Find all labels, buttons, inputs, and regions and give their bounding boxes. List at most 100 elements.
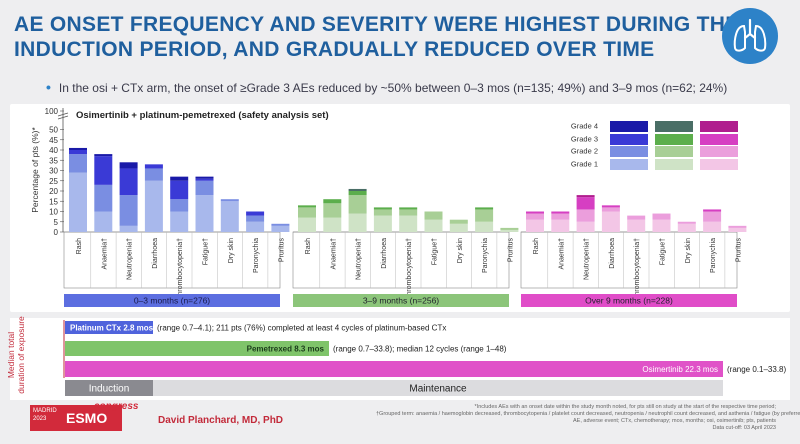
period-label: 3–9 months (n=256) — [363, 296, 439, 306]
category-label: Fatigue† — [432, 238, 439, 265]
bar-segment-grade4 — [348, 188, 367, 191]
bar-segment-grade3 — [601, 205, 620, 208]
category-label: Diarrhoea — [152, 238, 159, 269]
pemetrexed-note: (range 0.7–33.8); median 12 cycles (rang… — [333, 345, 507, 354]
y-tick-label: 0 — [54, 228, 59, 237]
y-tick-label: 100 — [45, 107, 59, 116]
legend-swatch — [655, 146, 693, 157]
esmo-year: 2023 — [33, 416, 47, 422]
bar-segment-grade1 — [119, 225, 138, 232]
bar-segment-grade1 — [449, 223, 468, 232]
osimertinib-note: (range 0.1–33.8) — [727, 365, 786, 374]
category-label: Neutropenia† — [127, 238, 134, 280]
induction-bar — [65, 380, 153, 396]
y-tick-label: 50 — [49, 126, 58, 135]
legend-label: Grade 2 — [571, 147, 598, 156]
bar-segment-grade3 — [373, 207, 392, 210]
bar-segment-grade2 — [526, 213, 544, 220]
bar-segment-grade3 — [551, 211, 570, 214]
category-label: Pruritus — [278, 238, 285, 263]
bar-segment-grade3 — [195, 178, 214, 181]
bar-segment-grade2 — [652, 213, 671, 220]
key-finding: • In the osi + CTx arm, the onset of ≥Gra… — [46, 79, 727, 95]
bar-segment-grade1 — [424, 219, 443, 232]
bullet-icon: • — [46, 79, 51, 95]
bar-segment-grade1 — [348, 213, 367, 232]
y-tick-label: 40 — [49, 146, 58, 155]
bar-segment-grade1 — [475, 221, 494, 232]
legend-label: Grade 4 — [571, 122, 598, 131]
esmo-congress: congress — [94, 401, 139, 412]
period-label-bar — [64, 294, 280, 307]
slide-title: AE ONSET FREQUENCY AND SEVERITY WERE HIG… — [14, 12, 740, 62]
title-line-1: AE ONSET FREQUENCY AND SEVERITY WERE HIG… — [14, 13, 740, 36]
bar-segment-grade1 — [69, 172, 87, 232]
maintenance-label: Maintenance — [409, 384, 467, 395]
bar-segment-grade1 — [677, 223, 696, 232]
esmo-logo-box: MADRID 2023 ESMO — [30, 405, 122, 431]
bar-segment-grade2 — [298, 207, 316, 218]
legend-swatch — [610, 134, 648, 145]
category-label: Dry skin — [685, 238, 692, 263]
bar-segment-grade4 — [94, 154, 113, 157]
period-label-bar — [293, 294, 509, 307]
bar-segment-grade2 — [271, 223, 290, 226]
footnote-4: Data cut-off: 03 April 2023 — [712, 425, 777, 431]
bar-segment-grade3 — [475, 207, 494, 210]
esmo-name: ESMO — [66, 410, 108, 426]
bar-segment-grade2 — [119, 195, 138, 226]
bar-segment-grade2 — [195, 180, 214, 196]
category-label: Diarrhoea — [381, 238, 388, 269]
legend-swatch — [655, 134, 693, 145]
legend-swatch — [700, 121, 738, 132]
bar-segment-grade3 — [170, 180, 189, 200]
legend-label: Grade 3 — [571, 135, 598, 144]
lungs-icon — [722, 8, 778, 64]
bar-segment-grade3 — [298, 205, 316, 208]
bar-segment-grade3 — [69, 150, 87, 155]
category-label: Thrombocytopenia† — [406, 238, 413, 300]
bar-segment-grade1 — [298, 217, 316, 232]
bar-segment-grade1 — [500, 229, 519, 232]
pemetrexed-label: Pemetrexed 8.3 mos — [247, 345, 325, 354]
bar-segment-grade2 — [348, 195, 367, 214]
bar-segment-grade2 — [576, 209, 595, 222]
footnote-1: *Includes AEs with an onset date within … — [474, 404, 776, 410]
legend-swatch — [655, 159, 693, 170]
category-label: Diarrhoea — [609, 238, 616, 269]
category-label: Fatigue† — [660, 238, 667, 265]
bar-segment-grade1 — [576, 221, 595, 232]
category-label: Fatigue† — [203, 238, 210, 265]
bar-segment-grade2 — [170, 199, 189, 212]
footnote-2: †Grouped term: anaemia / haemoglobin dec… — [376, 411, 800, 417]
bar-segment-grade2 — [323, 203, 342, 218]
bar-segment-grade2 — [627, 215, 646, 220]
bar-segment-grade1 — [703, 221, 722, 232]
bar-segment-grade1 — [323, 217, 342, 232]
presenter-name: David Planchard, MD, PhD — [158, 415, 284, 426]
bar-segment-grade2 — [677, 221, 696, 224]
y-axis-label: Percentage of pts (%)* — [30, 127, 40, 213]
bar-segment-grade1 — [551, 219, 570, 232]
bar-segment-grade2 — [551, 213, 570, 220]
category-label: Rash — [533, 238, 540, 254]
bar-segment-grade4 — [576, 195, 595, 198]
bar-segment-grade2 — [373, 209, 392, 216]
bar-segment-grade3 — [246, 211, 265, 216]
bar-segment-grade1 — [601, 211, 620, 232]
bar-segment-grade3 — [94, 156, 113, 185]
bar-segment-grade1 — [94, 211, 113, 232]
period-label: Over 9 months (n=228) — [585, 296, 673, 306]
bar-segment-grade2 — [449, 219, 468, 224]
bar-segment-grade3 — [526, 211, 544, 214]
legend-swatch — [655, 121, 693, 132]
y-tick-label: 20 — [49, 187, 58, 196]
bar-segment-grade4 — [195, 176, 214, 179]
category-label: Rash — [76, 238, 83, 254]
bar-segment-grade2 — [246, 215, 265, 222]
bar-segment-grade2 — [703, 211, 722, 222]
category-label: Paronychia — [710, 238, 717, 273]
exposure-ylabel-2: duration of exposure — [16, 316, 26, 394]
bar-segment-grade2 — [424, 211, 443, 220]
period-label: 0–3 months (n=276) — [134, 296, 210, 306]
